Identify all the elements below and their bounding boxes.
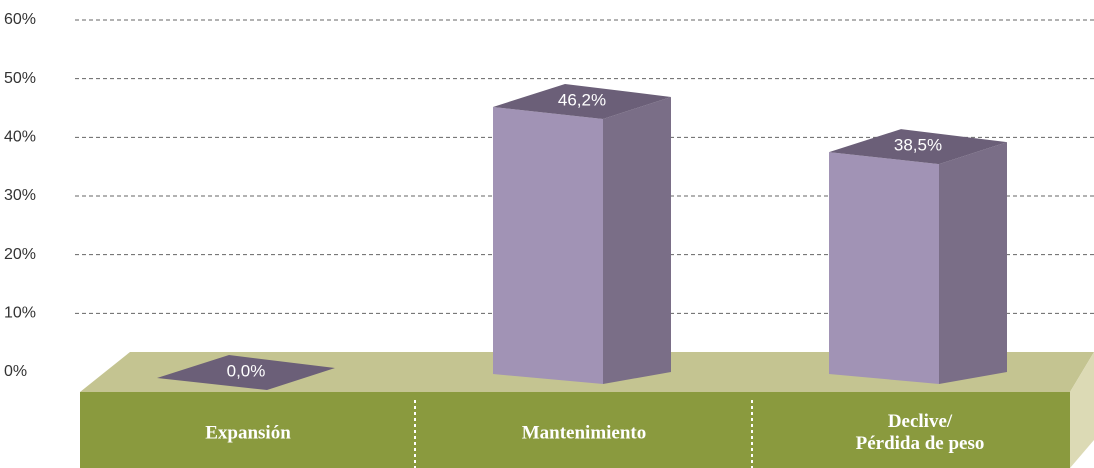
x-tick-label: Mantenimiento: [522, 422, 647, 443]
bar-front: [829, 152, 939, 384]
bar: [493, 83, 671, 385]
bar-top: [157, 355, 335, 390]
y-tick-label: 60%: [4, 11, 36, 28]
y-tick-label: 0%: [4, 363, 27, 380]
value-label: 46,2%: [558, 90, 606, 109]
y-tick-label: 40%: [4, 129, 36, 146]
bar-top: [493, 83, 671, 119]
value-label: 0,0%: [227, 361, 266, 380]
y-tick-label: 50%: [4, 70, 36, 87]
x-tick-label: Declive/Pérdida de peso: [856, 411, 985, 454]
x-tick-label: Expansión: [205, 422, 291, 443]
category-band: [80, 392, 1070, 468]
bar-side: [603, 96, 671, 385]
bar: [829, 129, 1007, 384]
floor-side: [1070, 352, 1094, 468]
y-tick-label: 10%: [4, 305, 36, 322]
y-tick-label: 30%: [4, 187, 36, 204]
value-label: 38,5%: [894, 136, 942, 155]
bar-top: [829, 129, 1007, 165]
y-tick-label: 20%: [4, 246, 36, 263]
bar-side: [939, 142, 1007, 384]
bar: [157, 355, 335, 390]
bar-front: [493, 106, 603, 385]
